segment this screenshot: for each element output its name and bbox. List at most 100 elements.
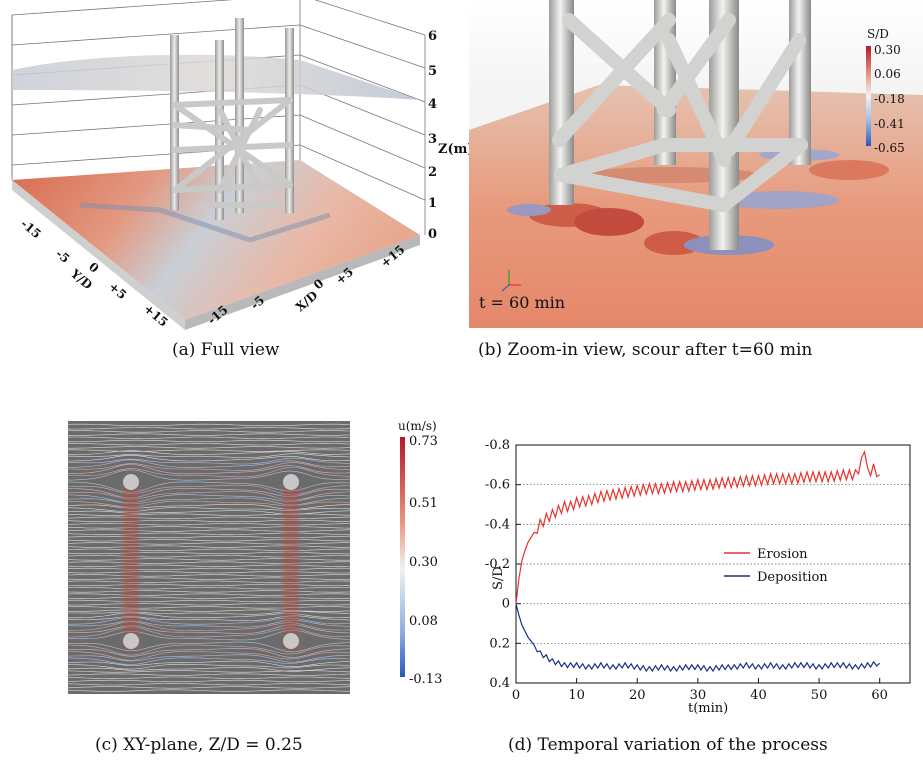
streamline <box>67 423 351 427</box>
streamline <box>67 427 351 430</box>
deposition-line <box>515 603 881 673</box>
streamline-background <box>68 421 350 694</box>
legend-deposition-label: Deposition <box>757 570 828 585</box>
x-tick-label: 50 <box>811 688 828 703</box>
velocity-colorbar: u(m/s) 0.73 0.51 0.30 0.08 -0.13 <box>398 419 442 687</box>
streamline <box>67 644 351 656</box>
streamline <box>67 464 351 475</box>
z-axis-label: Z(m) <box>438 142 470 157</box>
x-tick-label: 10 <box>568 688 585 703</box>
y-tick: -15 <box>18 217 44 242</box>
streamline <box>68 457 351 465</box>
z-tick: 4 <box>428 97 437 112</box>
streamline <box>68 450 351 455</box>
x-tick-label: 0 <box>512 688 520 703</box>
colorbar-tick: -0.13 <box>409 672 442 687</box>
panel-b-zoom-view: t = 60 min S/D 0.30 0.06 -0.18 -0.41 -0.… <box>469 0 923 328</box>
seabed-side-left <box>12 180 185 330</box>
z-tick: 2 <box>428 165 437 180</box>
colorbar-tick: -0.18 <box>874 92 905 106</box>
streamline <box>67 670 351 673</box>
streamline-figure: u(m/s) 0.73 0.51 0.30 0.08 -0.13 <box>67 419 442 694</box>
chart-grid <box>516 484 910 644</box>
colorbar-tick: 0.30 <box>874 43 901 57</box>
z-tick: 3 <box>428 132 437 147</box>
z-tick: 1 <box>428 196 437 211</box>
streamline <box>67 660 351 667</box>
streamline <box>68 449 351 452</box>
y-tick-label: 0 <box>502 597 510 612</box>
z-tick: 0 <box>428 227 437 242</box>
x-ticks: 0 10 20 30 40 50 60 <box>512 678 888 703</box>
streamline <box>67 679 351 683</box>
erosion-line <box>515 450 881 604</box>
z-axis: 0 1 2 3 4 5 6 Z(m) <box>428 29 474 242</box>
colorbar-tick: -0.65 <box>874 141 905 155</box>
full-view-figure: 0 1 2 3 4 5 6 Z(m) -15 -5 0 Y/D +5 +15 -… <box>11 0 474 330</box>
jacket-braces-zoom <box>552 13 808 212</box>
streamline <box>68 443 351 446</box>
series-lines <box>515 450 881 673</box>
seabed-floor <box>12 160 420 320</box>
streamline <box>67 654 351 663</box>
scour-time-chart: -0.8 -0.6 -0.4 -0.2 0 0.2 0.4 0 10 20 30 40 50 60 S/… <box>485 438 911 716</box>
colorbar-tick: 0.30 <box>409 555 438 570</box>
panel-d-chart: -0.8 -0.6 -0.4 -0.2 0 0.2 0.4 0 10 20 30 40 50 60 S/… <box>470 420 923 720</box>
zoom-view-figure: t = 60 min S/D 0.30 0.06 -0.18 -0.41 -0.… <box>469 0 923 328</box>
y-ticks: -0.8 -0.6 -0.4 -0.2 0 0.2 0.4 <box>485 438 521 691</box>
panel-c-xy-plane: u(m/s) 0.73 0.51 0.30 0.08 -0.13 <box>60 415 470 715</box>
scour-colorbar: S/D 0.30 0.06 -0.18 -0.41 -0.65 <box>866 27 905 155</box>
streamline <box>68 439 351 443</box>
streamline <box>67 430 351 433</box>
y-tick-label: -0.2 <box>485 557 510 572</box>
pile-cross-sections <box>123 474 299 649</box>
streamlines <box>67 423 351 692</box>
streamline <box>68 446 351 449</box>
panel-a-full-view: 0 1 2 3 4 5 6 Z(m) -15 -5 0 Y/D +5 +15 -… <box>0 0 474 335</box>
streamline <box>67 651 351 661</box>
legend: Erosion Deposition <box>724 547 828 585</box>
y-tick-label: -0.6 <box>485 478 510 493</box>
x-tick-label: 30 <box>690 688 707 703</box>
y-tick: 0 <box>86 260 101 276</box>
streamline <box>67 462 351 471</box>
colorbar-tick: 0.06 <box>874 67 901 81</box>
streamline <box>68 453 351 458</box>
streamline <box>67 641 351 653</box>
streamline <box>67 657 351 665</box>
streamline <box>67 648 351 658</box>
streamline <box>67 469 351 481</box>
legend-erosion-label: Erosion <box>757 547 808 562</box>
streamline <box>67 683 351 686</box>
axes-triad-icon <box>501 270 521 292</box>
x-tick-label: 20 <box>629 688 646 703</box>
y-axis-label: S/D <box>491 566 506 590</box>
y-tick: +5 <box>106 280 129 303</box>
caption-c: (c) XY-plane, Z/D = 0.25 <box>95 735 303 755</box>
x-axis-label: X/D <box>293 288 320 314</box>
streamline <box>68 455 351 462</box>
colorbar-tick: 0.73 <box>409 434 438 449</box>
caption-b: (b) Zoom-in view, scour after t=60 min <box>478 340 813 360</box>
colorbar-tick: -0.41 <box>874 117 905 131</box>
time-label: t = 60 min <box>479 293 565 312</box>
z-tick: 6 <box>428 29 437 44</box>
x-axis-label: t(min) <box>688 701 728 716</box>
streamline <box>67 436 351 439</box>
streamline <box>67 689 351 692</box>
x-tick-label: 40 <box>750 688 767 703</box>
streamline <box>67 676 351 679</box>
streamline <box>67 433 351 436</box>
streamline <box>67 663 351 670</box>
colorbar-tick: 0.51 <box>409 496 438 511</box>
streamline <box>67 667 351 672</box>
scour-pattern <box>507 149 889 255</box>
streamline <box>67 686 351 689</box>
z-tick: 5 <box>428 64 437 79</box>
y-tick-label: -0.4 <box>485 517 510 532</box>
streamline <box>67 467 351 478</box>
jacket-structure <box>170 18 294 220</box>
seabed-side-front <box>185 235 420 330</box>
streamline <box>67 673 351 676</box>
y-tick-label: 0.2 <box>489 636 510 651</box>
